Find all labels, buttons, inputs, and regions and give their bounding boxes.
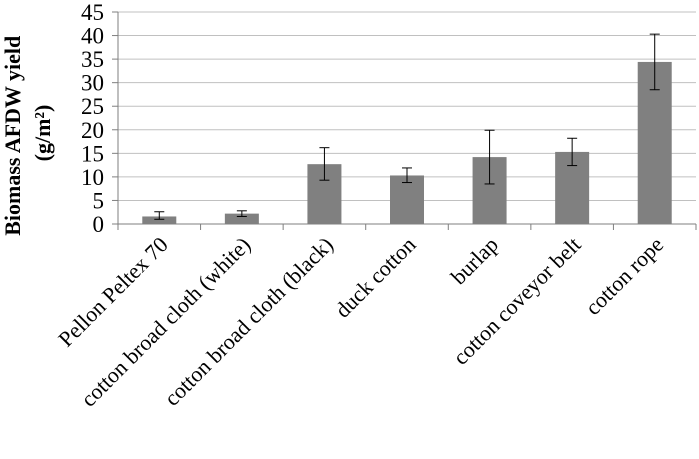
x-tick-label: cotton broad cloth (black) — [159, 232, 338, 411]
y-axis-label-line1: Biomass AFDW yield — [0, 36, 25, 236]
x-tick-label: cotton rope — [580, 232, 668, 320]
bars — [142, 61, 672, 225]
y-axis-label-line2: (g/m²) — [30, 105, 55, 162]
bar — [390, 175, 424, 224]
y-tick-label: 35 — [81, 47, 104, 72]
y-tick-label: 25 — [81, 94, 104, 119]
error-bars — [154, 33, 660, 220]
y-tick-label: 30 — [81, 71, 104, 96]
y-tick-label: 5 — [93, 188, 105, 213]
y-tick-label: 0 — [93, 212, 105, 237]
x-tick-label: burlap — [446, 232, 503, 289]
y-tick-label: 45 — [81, 0, 104, 25]
y-tick-label: 20 — [81, 118, 104, 143]
x-tick-label: cotton broad cloth (white) — [76, 232, 256, 412]
axes — [112, 11, 697, 230]
y-axis-label: Biomass AFDW yield (g/m²) — [0, 30, 55, 236]
y-tick-label: 40 — [81, 24, 104, 49]
y-tick-label: 15 — [81, 141, 104, 166]
bar — [142, 216, 177, 224]
gridlines — [118, 11, 696, 201]
x-tick-label: duck cotton — [330, 232, 421, 323]
y-tick-label: 10 — [81, 165, 104, 190]
bar — [224, 213, 259, 224]
